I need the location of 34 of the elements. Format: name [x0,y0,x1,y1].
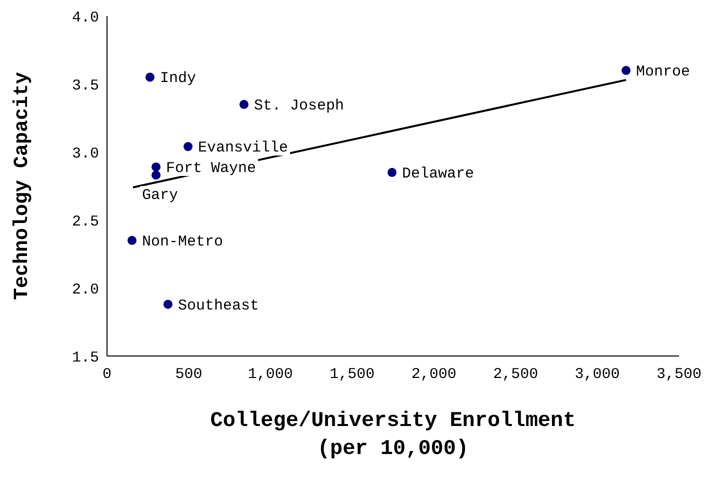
annotation: St. Joseph [254,97,344,114]
point [127,236,137,245]
y-tick-label: 4.0 [72,9,99,26]
y-tick-label: 2.5 [72,213,99,230]
x-tick-label: 0 [102,366,112,383]
x-tick-label: 500 [175,366,202,383]
x-tick-label: 3,500 [656,366,702,383]
point [152,170,161,180]
annotation: Southeast [178,297,259,314]
x-tick-label: 2,000 [411,366,456,383]
y-tick-label: 2.0 [72,281,99,298]
x-tick-label: 1,500 [330,366,375,383]
point [145,72,154,82]
x-tick-label: 2,500 [493,366,538,383]
y-tick-label: 3.5 [72,77,99,94]
point [388,168,397,177]
annotation: Evansville [198,140,288,157]
annotation: Non-Metro [142,233,224,250]
annotation: Gary [142,187,178,204]
annotation: Monroe [636,63,690,80]
y-tick-label: 1.5 [72,349,99,366]
x-axis-title: College/University Enrollment (per 10,000) [210,410,576,461]
annotation: Indy [160,70,196,88]
x-tick-label: 3,000 [574,366,620,383]
annotation: Fort Wayne [166,160,256,177]
point [152,162,161,172]
annotation: Delaware [402,165,474,182]
point [184,142,193,152]
point [239,100,248,109]
x-tick-label: 1,000 [248,366,293,383]
point [163,300,172,309]
y-axis-title: Technology Capacity [11,72,34,300]
y-tick-label: 3.0 [72,145,99,162]
point [622,66,631,75]
